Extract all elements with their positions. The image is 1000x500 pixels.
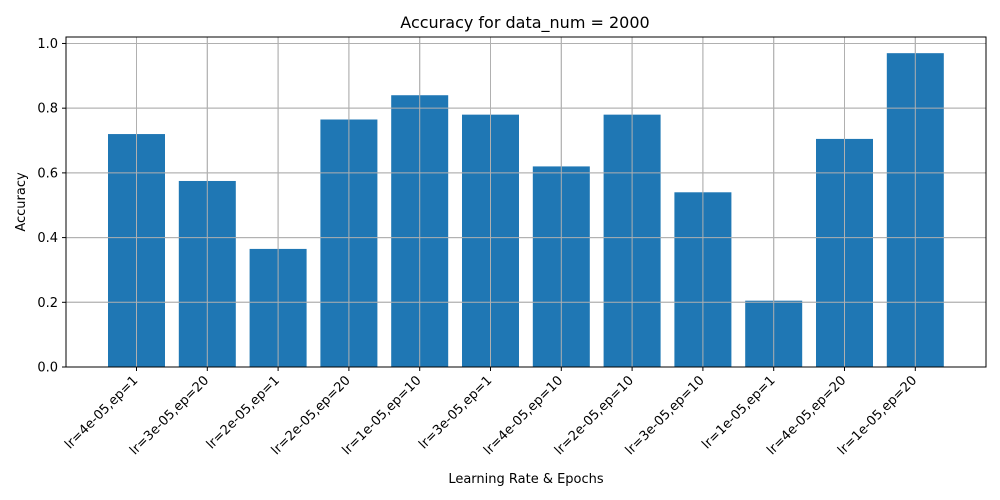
y-axis-ticks: 0.0 0.2 0.4 0.6 0.8 1.0 xyxy=(37,37,66,376)
bars xyxy=(66,37,986,368)
y-tick-label: 0.8 xyxy=(37,102,58,117)
chart-title: Accuracy for data_num = 2000 xyxy=(400,13,649,33)
y-tick-label: 0.0 xyxy=(37,361,58,376)
plot-frame xyxy=(65,36,987,368)
y-tick-label: 0.2 xyxy=(37,296,58,311)
y-tick-label: 0.4 xyxy=(37,231,58,246)
x-axis-title: Learning Rate & Epochs xyxy=(448,472,604,487)
y-tick-label: 0.6 xyxy=(37,166,58,181)
y-axis-title: Accuracy xyxy=(14,172,29,232)
y-tick-label: 1.0 xyxy=(37,37,58,52)
